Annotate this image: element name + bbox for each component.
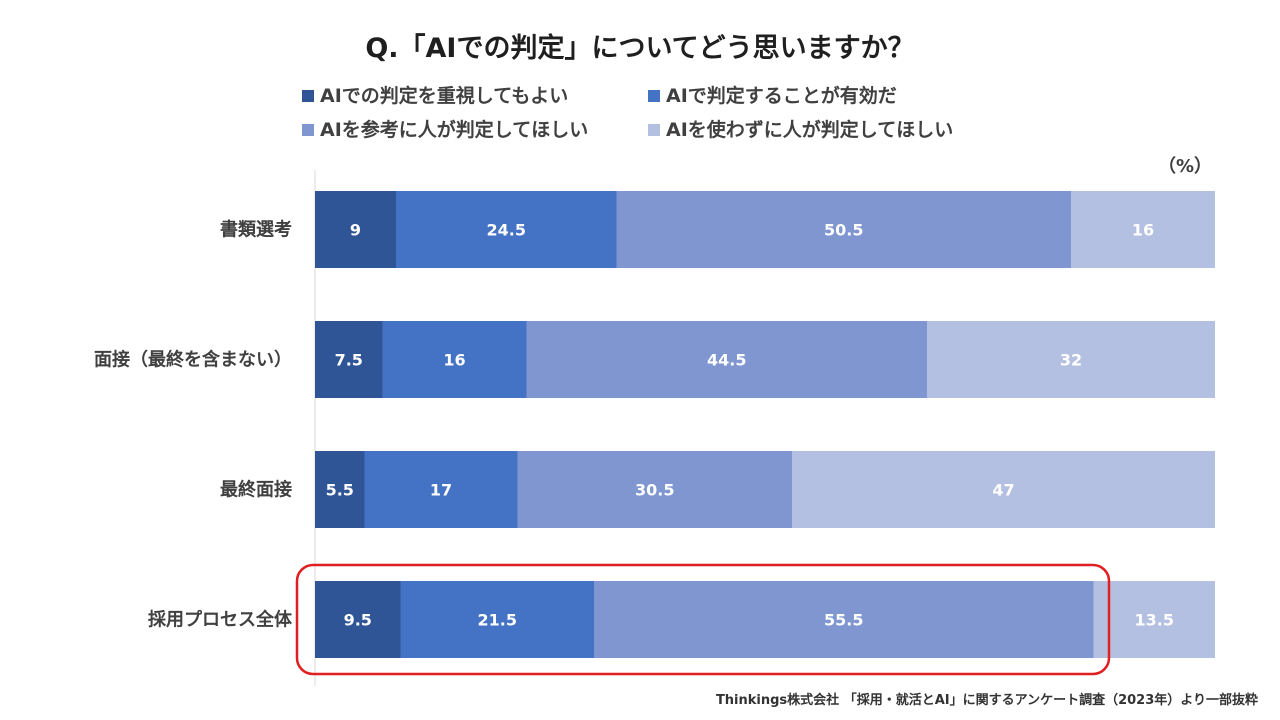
legend-label-1: AIでの判定を重視してもよい <box>320 84 568 107</box>
value-label-3-1: 5.5 <box>326 481 354 500</box>
category-label-1: 書類選考 <box>220 219 292 241</box>
bar-segment-3-2 <box>364 451 518 528</box>
value-label-1-3: 50.5 <box>824 221 863 240</box>
bar-segment-1-1 <box>315 191 396 268</box>
bar-segment-1-4 <box>1071 191 1215 268</box>
legend-label-2: AIで判定することが有効だ <box>666 84 897 107</box>
legend-swatch-2 <box>648 90 660 102</box>
category-label-4: 採用プロセス全体 <box>148 609 293 631</box>
bar-segment-4-2 <box>400 581 594 658</box>
value-label-1-2: 24.5 <box>487 221 526 240</box>
bar-segment-2-1 <box>315 321 383 398</box>
chart-legend: AIでの判定を重視してもよい AIで判定することが有効だ AIを参考に人が判定してほ… <box>302 84 953 141</box>
unit-label: （%） <box>1158 156 1212 177</box>
value-label-2-4: 32 <box>1060 351 1082 370</box>
value-label-1-4: 16 <box>1132 221 1154 240</box>
bar-segment-3-3 <box>517 451 792 528</box>
legend-label-4: AIを使わずに人が判定してほしい <box>666 118 953 141</box>
bar-segment-4-3 <box>594 581 1094 658</box>
chart-title: Q.「AIでの判定」についてどう思いますか？ <box>365 32 914 64</box>
value-label-2-2: 16 <box>443 351 465 370</box>
value-label-4-4: 13.5 <box>1135 611 1174 630</box>
bar-segment-2-2 <box>382 321 527 398</box>
legend-label-3: AIを参考に人が判定してほしい <box>320 118 588 141</box>
bar-segment-4-1 <box>315 581 401 658</box>
legend-swatch-4 <box>648 124 660 136</box>
bar-segment-1-3 <box>616 191 1071 268</box>
category-label-3: 最終面接 <box>220 479 292 501</box>
source-note: Thinkings株式会社 「採用・就活とAI」に関するアンケート調査（2023… <box>716 692 1258 708</box>
value-label-4-1: 9.5 <box>344 611 372 630</box>
bar-segment-2-4 <box>927 321 1215 398</box>
bar-segment-3-4 <box>792 451 1215 528</box>
value-label-3-3: 30.5 <box>635 481 674 500</box>
highlight-box <box>295 563 1111 676</box>
value-label-2-1: 7.5 <box>335 351 363 370</box>
bar-segment-1-2 <box>396 191 617 268</box>
category-label-2: 面接（最終を含まない） <box>94 349 292 371</box>
legend-swatch-3 <box>302 124 314 136</box>
value-label-4-2: 21.5 <box>478 611 517 630</box>
legend-swatch-1 <box>302 90 314 102</box>
value-label-4-3: 55.5 <box>824 611 863 630</box>
bar-segment-2-3 <box>526 321 927 398</box>
value-label-1-1: 9 <box>350 221 361 240</box>
value-label-3-2: 17 <box>430 481 452 500</box>
bar-segment-4-4 <box>1093 581 1215 658</box>
value-label-2-3: 44.5 <box>707 351 746 370</box>
value-label-3-4: 47 <box>992 481 1014 500</box>
bars-group: 9 24.5 50.5 16 7.5 16 44.5 32 5.5 17 30.5 47 9.5 21.5… <box>315 191 1215 658</box>
bar-segment-3-1 <box>315 451 365 528</box>
